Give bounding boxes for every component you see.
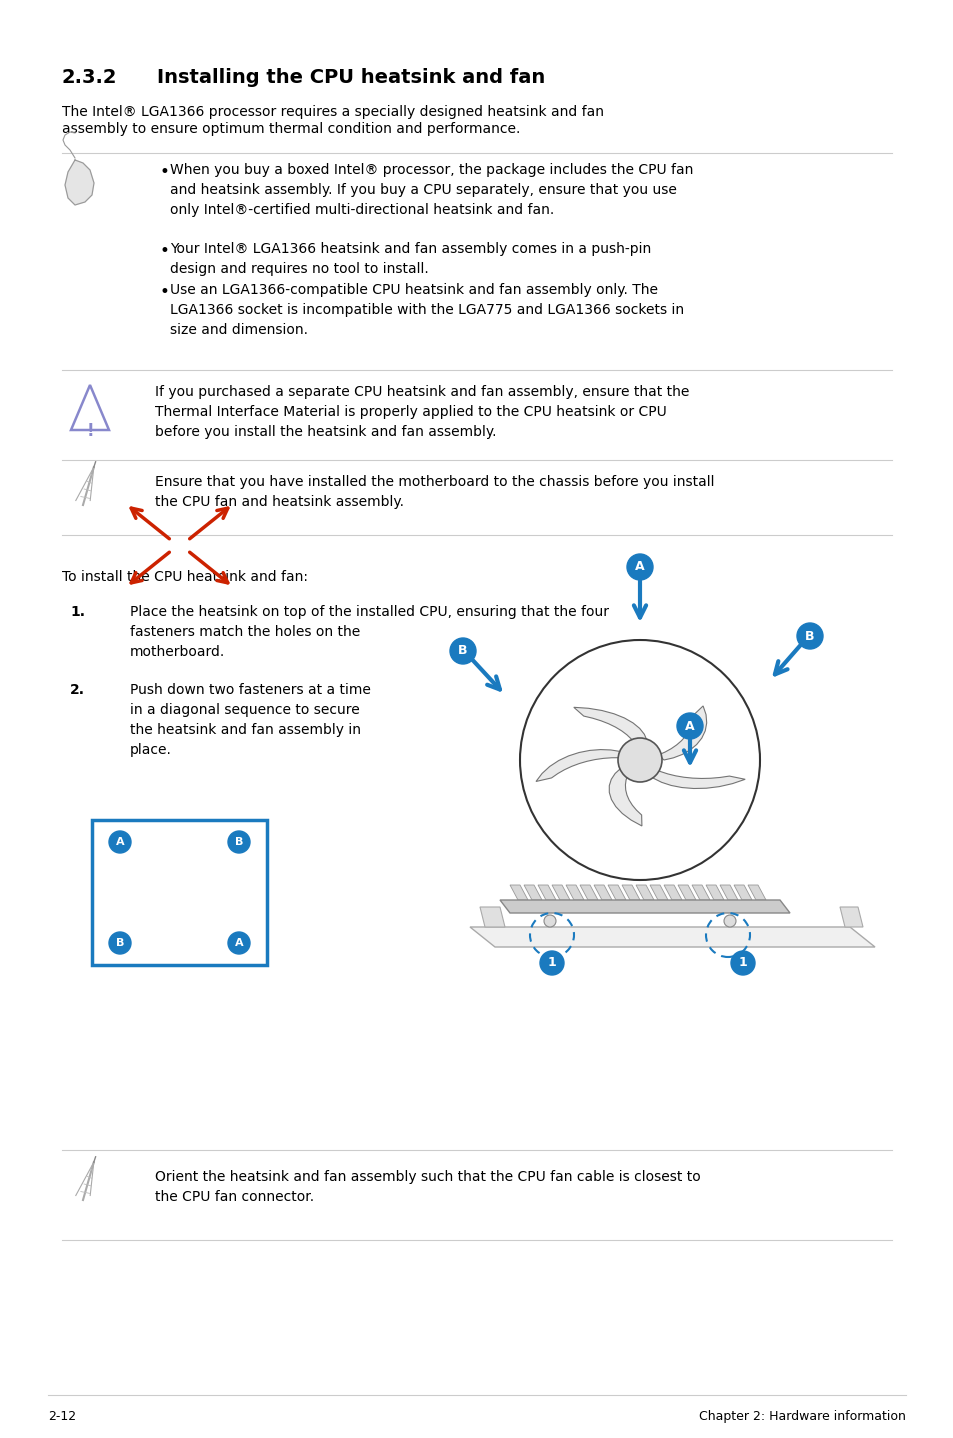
Polygon shape	[609, 768, 641, 825]
Polygon shape	[621, 884, 639, 900]
Polygon shape	[747, 884, 765, 900]
Text: Your Intel® LGA1366 heatsink and fan assembly comes in a push-pin
design and req: Your Intel® LGA1366 heatsink and fan ass…	[170, 242, 651, 276]
Circle shape	[228, 831, 250, 853]
Text: A: A	[635, 561, 644, 574]
Text: B: B	[234, 837, 243, 847]
Text: !: !	[86, 421, 93, 440]
Polygon shape	[636, 884, 654, 900]
Circle shape	[677, 713, 702, 739]
Text: Place the heatsink on top of the installed CPU, ensuring that the four
fasteners: Place the heatsink on top of the install…	[130, 605, 608, 659]
Circle shape	[543, 915, 556, 928]
Polygon shape	[594, 884, 612, 900]
Circle shape	[450, 638, 476, 664]
Text: 2.3.2: 2.3.2	[62, 68, 117, 88]
Circle shape	[796, 623, 822, 649]
Text: •: •	[160, 242, 170, 260]
Polygon shape	[691, 884, 709, 900]
Text: A: A	[684, 719, 694, 732]
Text: Chapter 2: Hardware information: Chapter 2: Hardware information	[699, 1411, 905, 1424]
Polygon shape	[552, 884, 569, 900]
Text: 1: 1	[547, 956, 556, 969]
Text: B: B	[457, 644, 467, 657]
Polygon shape	[499, 900, 789, 913]
Polygon shape	[733, 884, 751, 900]
Polygon shape	[510, 884, 527, 900]
Polygon shape	[573, 707, 647, 748]
Polygon shape	[720, 884, 738, 900]
Polygon shape	[607, 884, 625, 900]
Text: 2.: 2.	[70, 683, 85, 697]
Polygon shape	[840, 907, 862, 928]
Text: 2-12: 2-12	[48, 1411, 76, 1424]
Polygon shape	[479, 907, 504, 928]
Polygon shape	[470, 928, 874, 948]
Text: A: A	[115, 837, 124, 847]
Circle shape	[618, 738, 661, 782]
Polygon shape	[649, 884, 667, 900]
Text: •: •	[160, 283, 170, 301]
Polygon shape	[537, 884, 556, 900]
Polygon shape	[65, 160, 94, 206]
FancyBboxPatch shape	[91, 820, 267, 965]
Text: If you purchased a separate CPU heatsink and fan assembly, ensure that the
Therm: If you purchased a separate CPU heatsink…	[154, 385, 689, 439]
Text: Installing the CPU heatsink and fan: Installing the CPU heatsink and fan	[157, 68, 545, 88]
Polygon shape	[579, 884, 598, 900]
Text: •: •	[160, 162, 170, 181]
Text: 1: 1	[738, 956, 746, 969]
Text: Push down two fasteners at a time
in a diagonal sequence to secure
the heatsink : Push down two fasteners at a time in a d…	[130, 683, 371, 758]
Circle shape	[228, 932, 250, 953]
Text: To install the CPU heatsink and fan:: To install the CPU heatsink and fan:	[62, 569, 308, 584]
Text: When you buy a boxed Intel® processor, the package includes the CPU fan
and heat: When you buy a boxed Intel® processor, t…	[170, 162, 693, 217]
Polygon shape	[663, 884, 681, 900]
Circle shape	[626, 554, 652, 580]
Text: B: B	[804, 630, 814, 643]
Polygon shape	[647, 769, 744, 788]
Text: Orient the heatsink and fan assembly such that the CPU fan cable is closest to
t: Orient the heatsink and fan assembly suc…	[154, 1171, 700, 1204]
Polygon shape	[565, 884, 583, 900]
Circle shape	[109, 932, 131, 953]
Polygon shape	[658, 706, 706, 761]
Text: A: A	[234, 938, 243, 948]
Text: Use an LGA1366-compatible CPU heatsink and fan assembly only. The
LGA1366 socket: Use an LGA1366-compatible CPU heatsink a…	[170, 283, 683, 336]
Circle shape	[723, 915, 735, 928]
Text: The Intel® LGA1366 processor requires a specially designed heatsink and fan: The Intel® LGA1366 processor requires a …	[62, 105, 603, 119]
Text: assembly to ensure optimum thermal condition and performance.: assembly to ensure optimum thermal condi…	[62, 122, 519, 137]
Circle shape	[730, 951, 754, 975]
Text: 1.: 1.	[70, 605, 85, 618]
Text: B: B	[115, 938, 124, 948]
Circle shape	[109, 831, 131, 853]
Text: Ensure that you have installed the motherboard to the chassis before you install: Ensure that you have installed the mothe…	[154, 475, 714, 509]
Polygon shape	[705, 884, 723, 900]
Polygon shape	[678, 884, 696, 900]
Circle shape	[539, 951, 563, 975]
Polygon shape	[523, 884, 541, 900]
Polygon shape	[536, 749, 620, 781]
